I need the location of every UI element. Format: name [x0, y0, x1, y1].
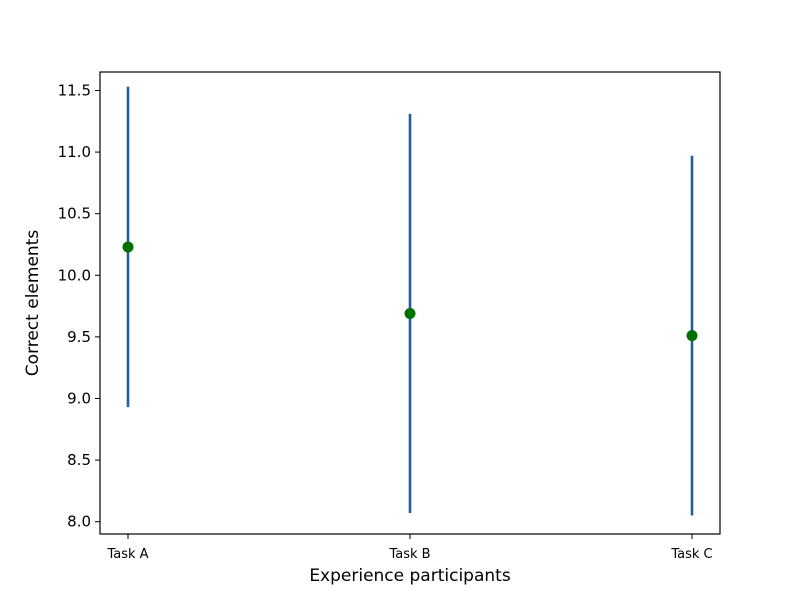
x-tick-label: Task A	[106, 547, 148, 562]
x-tick-label: Task B	[388, 547, 430, 562]
chart-marks	[122, 86, 698, 516]
data-point	[686, 330, 698, 342]
data-point	[404, 307, 416, 319]
y-tick-label: 8.0	[67, 513, 91, 531]
x-axis-label: Experience participants	[309, 566, 511, 586]
y-tick-label: 11.5	[58, 81, 91, 99]
y-tick-label: 11.0	[58, 143, 91, 161]
x-tick-label: Task C	[670, 547, 712, 562]
x-axis: Task A Task B Task C	[106, 534, 713, 562]
y-axis-label: Correct elements	[23, 230, 43, 377]
y-tick-label: 9.0	[67, 389, 91, 407]
y-tick-label: 8.5	[67, 451, 91, 469]
y-tick-label: 10.5	[58, 205, 91, 223]
data-point	[122, 241, 134, 253]
y-tick-label: 10.0	[58, 266, 91, 284]
y-axis: 8.0 8.5 9.0 9.5 10.0 10.5 11.0 11.5	[58, 81, 100, 531]
y-tick-label: 9.5	[67, 328, 91, 346]
